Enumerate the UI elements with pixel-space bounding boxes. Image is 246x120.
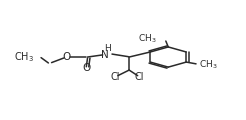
Text: N: N: [101, 50, 109, 60]
Text: O: O: [63, 52, 71, 62]
Text: Cl: Cl: [134, 72, 144, 82]
Text: CH$_3$: CH$_3$: [138, 33, 157, 45]
Text: Cl: Cl: [110, 72, 120, 82]
Text: CH$_3$: CH$_3$: [14, 50, 34, 64]
Text: CH$_3$: CH$_3$: [199, 58, 218, 71]
Text: H: H: [104, 44, 110, 53]
Text: O: O: [82, 63, 91, 73]
